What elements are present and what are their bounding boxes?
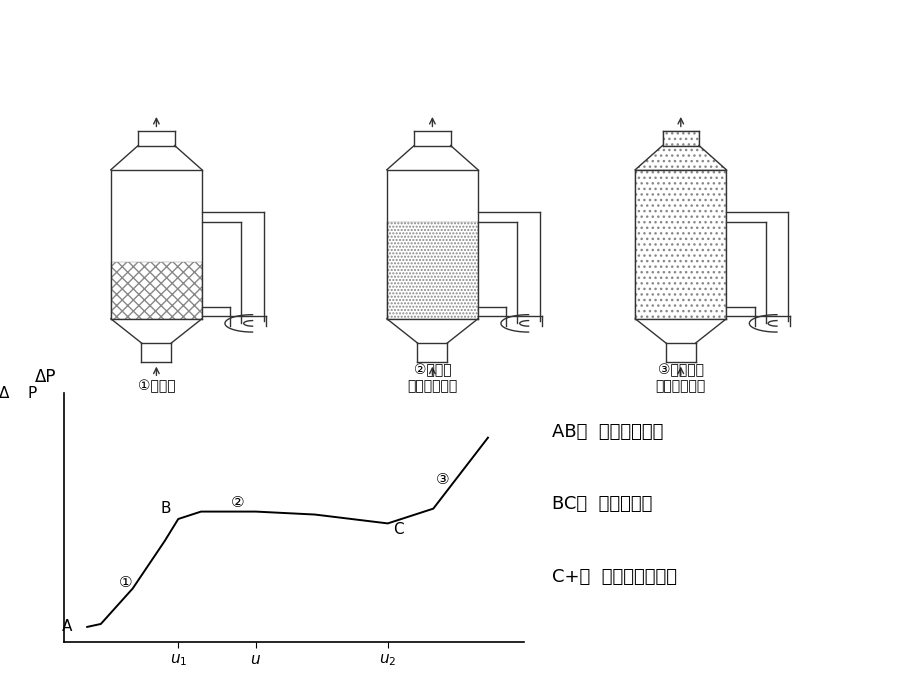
Text: ①: ① bbox=[119, 575, 132, 590]
Text: Δ: Δ bbox=[0, 386, 9, 401]
Text: ③输送阶段
（稀相流化）: ③输送阶段 （稀相流化） bbox=[655, 363, 705, 393]
Text: C+：  稀相流化阶段。: C+： 稀相流化阶段。 bbox=[551, 568, 676, 586]
Bar bbox=[387, 222, 478, 319]
Bar bbox=[111, 262, 202, 319]
Text: B: B bbox=[160, 501, 171, 516]
Text: A: A bbox=[62, 620, 73, 634]
Text: C: C bbox=[393, 522, 403, 537]
Text: ②: ② bbox=[231, 495, 244, 510]
Bar bbox=[634, 170, 726, 319]
Bar bbox=[662, 130, 698, 146]
Y-axis label: ΔP: ΔP bbox=[35, 368, 57, 386]
Text: BC：  沸腾阶段；: BC： 沸腾阶段； bbox=[551, 495, 652, 513]
Polygon shape bbox=[634, 146, 726, 170]
Text: AB：  固定床阶段；: AB： 固定床阶段； bbox=[551, 423, 663, 441]
Text: ①固定床: ①固定床 bbox=[138, 380, 175, 393]
Text: P: P bbox=[28, 386, 37, 401]
Text: ②流化床
（浓相流化）: ②流化床 （浓相流化） bbox=[407, 363, 457, 393]
Text: ③: ③ bbox=[435, 471, 448, 486]
